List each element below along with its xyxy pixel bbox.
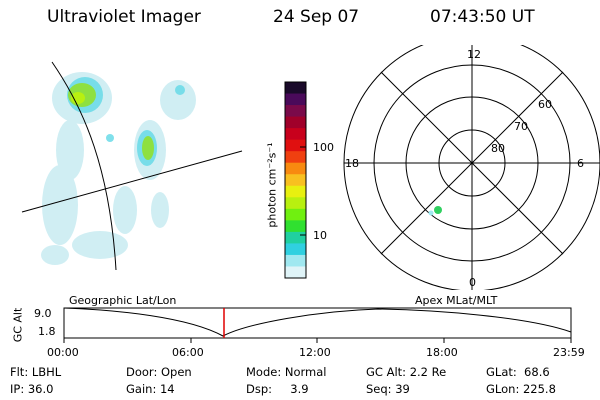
polar-emission-spot <box>428 206 442 216</box>
colorbar-stripe <box>285 185 306 198</box>
timeline-ytick-min: 1.8 <box>38 325 56 338</box>
colorbar-stripe <box>285 162 306 175</box>
altitude-curve <box>63 307 572 337</box>
timeline-ytick-max: 9.0 <box>34 307 52 320</box>
longitude-line <box>51 61 117 271</box>
app-title: Ultraviolet Imager <box>47 7 201 27</box>
timeline-left-label: Geographic Lat/Lon <box>69 294 177 307</box>
colorbar-stripe <box>285 151 306 164</box>
color-scale-bar <box>284 81 307 279</box>
info-flt: Flt: LBHL <box>10 365 62 379</box>
info-ip: IP: 36.0 <box>10 382 54 396</box>
polar-plot <box>343 45 600 290</box>
time-tick-1800: 18:00 <box>426 346 458 359</box>
colorbar-unit-label: photon cm⁻²s⁻¹ <box>265 142 279 228</box>
latitude-line <box>21 150 243 213</box>
colorbar-stripe <box>285 82 306 95</box>
colorbar-stripe <box>285 174 306 187</box>
colorbar-stripe <box>285 208 306 221</box>
colorbar-stripe <box>285 105 306 118</box>
timeline-right-label: Apex MLat/MLT <box>415 294 498 307</box>
colorbar-stripe <box>285 116 306 129</box>
colorbar-stripe <box>285 197 306 210</box>
info-glon: GLon: 225.8 <box>486 382 556 396</box>
colorbar-stripe <box>285 266 306 279</box>
time-tick-1200: 12:00 <box>299 346 331 359</box>
date-label: 24 Sep 07 <box>273 7 360 27</box>
colorbar-stripe <box>285 231 306 244</box>
time-tick-0000: 00:00 <box>47 346 79 359</box>
geographic-image <box>21 61 243 271</box>
time-label: 07:43:50 UT <box>430 7 535 27</box>
lat-label-80: 80 <box>491 142 505 155</box>
colorbar-tick-100: 100 <box>313 141 334 154</box>
colorbar-stripe <box>285 128 306 141</box>
info-seq: Seq: 39 <box>366 382 410 396</box>
colorbar-stripe <box>285 139 306 152</box>
mlt-label-12: 12 <box>467 48 481 61</box>
altitude-timeline <box>63 307 572 343</box>
info-dsp: Dsp: 3.9 <box>246 382 309 396</box>
mlt-label-0: 0 <box>469 276 476 289</box>
colorbar-tick-10: 10 <box>313 229 327 242</box>
aurora-emission <box>41 72 196 265</box>
colorbar-stripe <box>285 220 306 233</box>
lat-label-60: 60 <box>538 98 552 111</box>
colorbar-stripe <box>285 254 306 267</box>
info-mode: Mode: Normal <box>246 365 327 379</box>
info-door: Door: Open <box>126 365 192 379</box>
info-gain: Gain: 14 <box>126 382 175 396</box>
time-tick-2359: 23:59 <box>553 346 585 359</box>
info-gc-alt: GC Alt: 2.2 Re <box>366 365 447 379</box>
colorbar-stripe <box>285 93 306 106</box>
mlt-label-18: 18 <box>345 157 359 170</box>
mlt-label-6: 6 <box>577 157 584 170</box>
colorbar-stripe <box>285 243 306 256</box>
timeline-ylabel: GC Alt <box>11 307 25 343</box>
info-glat: GLat: 68.6 <box>486 365 550 379</box>
time-tick-0600: 06:00 <box>172 346 204 359</box>
lat-label-70: 70 <box>514 120 528 133</box>
